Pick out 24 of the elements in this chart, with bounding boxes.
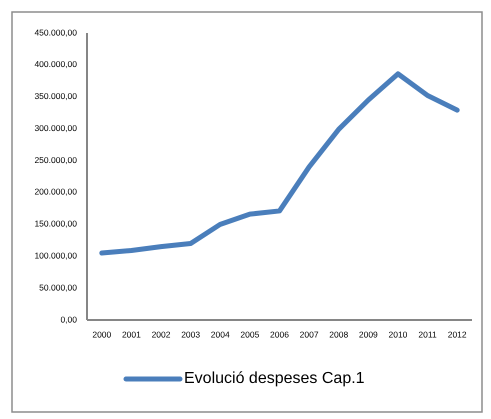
x-tick-label: 2001 xyxy=(122,329,142,340)
x-tick-label: 2004 xyxy=(210,329,230,340)
x-tick-label: 2000 xyxy=(92,329,112,340)
x-tick-label: 2008 xyxy=(329,329,348,340)
y-tick-label: 350.000,00 xyxy=(34,91,78,102)
y-tick-label: 250.000,00 xyxy=(34,154,78,165)
x-tick-label: 2003 xyxy=(181,329,200,340)
x-tick-label: 2012 xyxy=(448,329,467,340)
y-tick-label: 450.000,00 xyxy=(34,27,78,38)
legend-label: Evolució despeses Cap.1 xyxy=(184,370,365,388)
x-tick-label: 2006 xyxy=(270,329,290,340)
y-tick-label: 0,00 xyxy=(60,314,78,324)
x-tick-label: 2011 xyxy=(418,329,437,340)
y-tick-label: 300.000,00 xyxy=(34,122,78,133)
y-tick-label: 100.000,00 xyxy=(34,250,78,260)
x-tick-label: 2009 xyxy=(358,329,378,340)
x-tick-label: 2005 xyxy=(240,329,260,340)
y-tick-label: 200.000,00 xyxy=(34,186,78,197)
x-tick-label: 2002 xyxy=(152,329,171,340)
y-tick-label: 400.000,00 xyxy=(34,59,78,70)
y-tick-label: 150.000,00 xyxy=(34,218,78,229)
x-tick-label: 2007 xyxy=(300,329,319,340)
y-tick-label: 50.000,00 xyxy=(39,282,78,292)
x-tick-label: 2010 xyxy=(388,329,408,340)
